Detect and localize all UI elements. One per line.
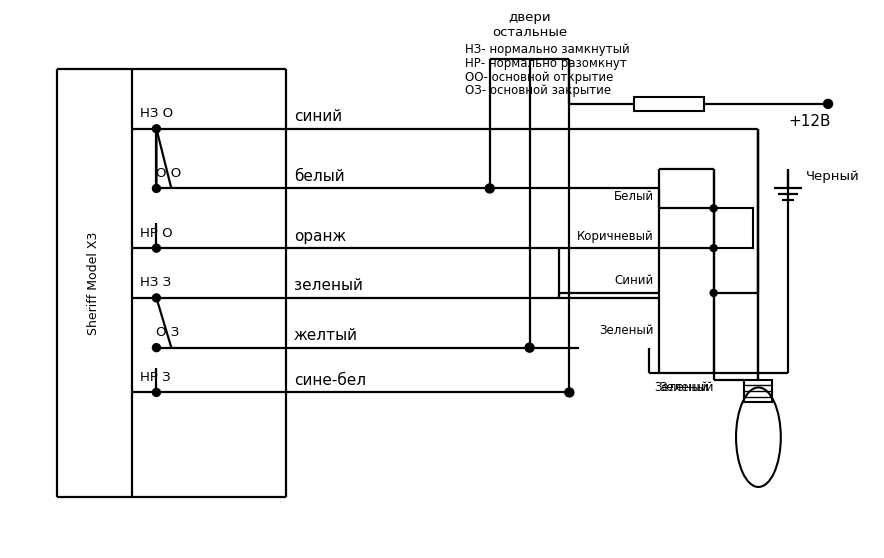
Text: Зеленый: Зеленый <box>599 324 654 337</box>
Circle shape <box>152 388 160 396</box>
Text: Черный: Черный <box>806 170 860 183</box>
Text: О О: О О <box>156 167 182 180</box>
Text: Синий: Синий <box>614 275 654 287</box>
Text: Коричневый: Коричневый <box>577 230 654 243</box>
Text: Белый: Белый <box>613 190 654 203</box>
Bar <box>634 97 704 111</box>
Bar <box>713 208 753 248</box>
Text: желтый: желтый <box>293 328 358 343</box>
Text: НЗ- нормально замкнутый: НЗ- нормально замкнутый <box>465 42 629 56</box>
Text: ОО- основной открытие: ОО- основной открытие <box>465 70 613 84</box>
Text: белый: белый <box>293 169 345 184</box>
Circle shape <box>152 185 160 193</box>
Text: оранж: оранж <box>293 229 346 244</box>
Bar <box>744 381 773 402</box>
Text: ОЗ- основной закрытие: ОЗ- основной закрытие <box>465 84 611 98</box>
Text: НР- нормально разомкнут: НР- нормально разомкнут <box>465 56 627 70</box>
Circle shape <box>525 343 534 352</box>
Circle shape <box>152 125 160 133</box>
Text: НЗ О: НЗ О <box>140 107 172 121</box>
Text: Зеленый: Зеленый <box>654 381 708 394</box>
Text: НЗ З: НЗ З <box>140 276 171 290</box>
Text: сине-бел: сине-бел <box>293 373 366 388</box>
Text: остальные: остальные <box>492 26 568 39</box>
Text: Зеленый: Зеленый <box>659 381 713 394</box>
Text: зеленый: зеленый <box>293 278 362 294</box>
Circle shape <box>152 244 160 252</box>
Circle shape <box>710 244 717 252</box>
Text: О З: О З <box>156 326 179 339</box>
Circle shape <box>565 388 574 397</box>
Circle shape <box>152 344 160 352</box>
Circle shape <box>710 290 717 296</box>
Text: НР О: НР О <box>140 227 172 240</box>
Text: Sheriff Model X3: Sheriff Model X3 <box>88 232 100 335</box>
Text: двери: двери <box>508 11 551 24</box>
Circle shape <box>824 99 833 108</box>
Text: НР З: НР З <box>140 371 170 384</box>
Text: +12В: +12В <box>789 114 831 129</box>
Circle shape <box>710 205 717 212</box>
Circle shape <box>152 294 160 302</box>
Circle shape <box>485 184 494 193</box>
Text: синий: синий <box>293 109 342 124</box>
